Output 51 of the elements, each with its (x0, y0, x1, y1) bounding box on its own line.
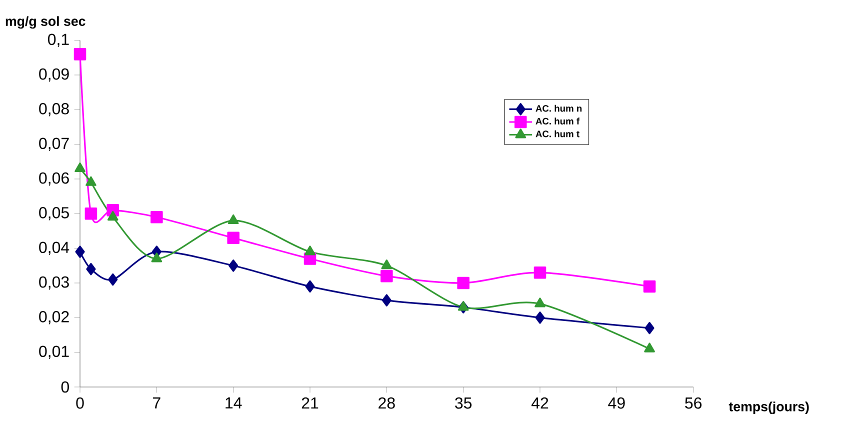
x-axis-title: temps(jours) (728, 402, 809, 414)
point (644, 322, 654, 334)
point (107, 210, 118, 221)
point (458, 301, 469, 311)
point (534, 298, 546, 308)
x-tick-label: 14 (226, 397, 242, 408)
y-tick-label: 0,01 (39, 346, 69, 359)
legend-label: AC. hum n (536, 104, 582, 112)
point (381, 260, 392, 270)
point (84, 208, 98, 220)
y-tick-label: 0,04 (39, 242, 70, 255)
point (86, 176, 96, 186)
x-tick-label: 28 (378, 397, 395, 409)
y-tick-label: 0,06 (39, 172, 69, 186)
point (86, 262, 96, 276)
y-tick-label: 0,08 (39, 103, 69, 116)
x-tick-label: 35 (455, 397, 472, 409)
y-tick-label: 0 (61, 381, 69, 393)
y-tick-label: 0,1 (48, 34, 69, 47)
y-tick-label: 0,03 (39, 276, 69, 290)
point (644, 342, 655, 352)
legend-label: AC. hum f (536, 118, 580, 124)
point (150, 210, 163, 224)
point (305, 280, 315, 293)
y-tick-label: 0,07 (39, 138, 69, 151)
point (108, 273, 118, 286)
y-tick-label: 0,09 (39, 68, 69, 82)
point (457, 276, 470, 290)
x-tick-label: 42 (531, 397, 548, 409)
x-tick-label: 0 (76, 397, 84, 409)
x-tick-label: 56 (685, 397, 702, 409)
y-axis-title: mg/g sol sec (6, 16, 86, 29)
point (643, 280, 656, 293)
x-tick-label: 21 (302, 397, 318, 409)
legend-label: AC. hum t (536, 130, 580, 138)
point (380, 270, 393, 282)
point (228, 260, 238, 272)
x-tick-label: 7 (153, 397, 160, 408)
point (228, 214, 239, 224)
point (304, 246, 316, 256)
point (534, 266, 546, 279)
y-tick-label: 0,05 (39, 207, 69, 220)
point (535, 312, 545, 324)
point (74, 48, 86, 60)
point (227, 232, 240, 244)
point (382, 294, 392, 306)
y-tick-label: 0,02 (39, 311, 69, 324)
point (151, 252, 162, 262)
point (75, 246, 85, 258)
point (74, 162, 86, 172)
x-tick-label: 49 (608, 397, 625, 409)
